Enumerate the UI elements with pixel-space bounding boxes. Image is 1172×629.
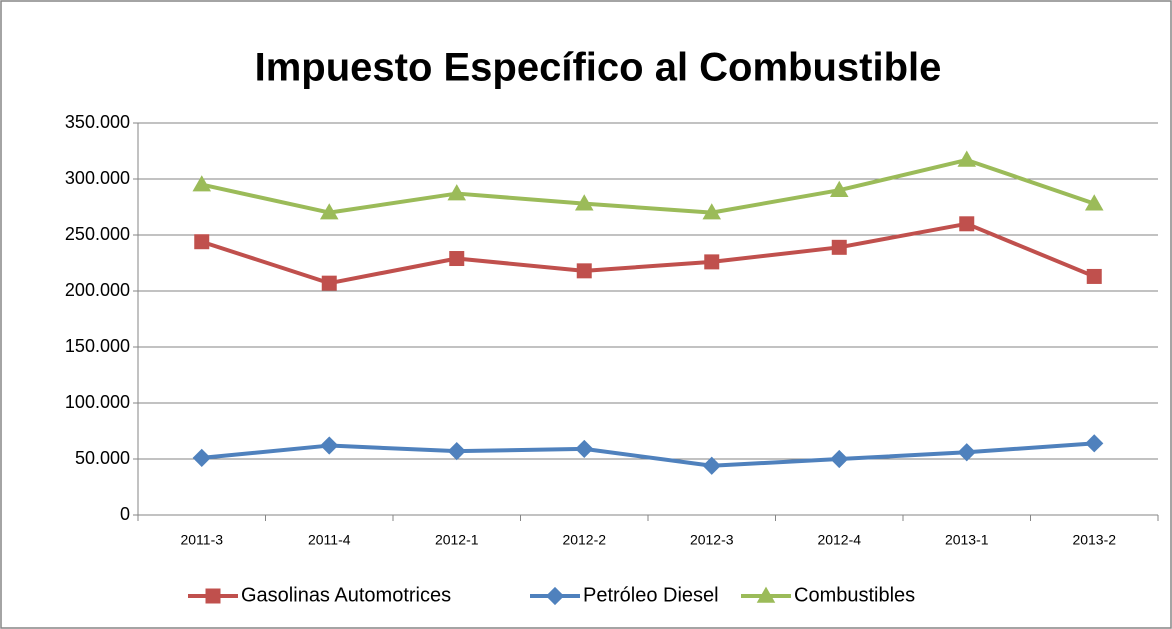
marker [704,254,720,270]
marker [831,239,847,255]
y-tick-label: 200.000 [65,280,130,300]
marker [449,251,465,267]
marker [756,586,776,603]
marker [575,439,594,459]
x-tick-label: 2013-1 [945,532,989,548]
x-tick-label: 2012-3 [690,532,734,548]
legend-label: Gasolinas Automotrices [241,584,451,606]
x-tick-label: 2012-1 [435,532,479,548]
x-tick-label: 2011-3 [180,532,223,548]
chart-title: Impuesto Específico al Combustible [255,46,942,90]
marker [957,150,977,167]
y-tick-label: 100.000 [65,392,130,412]
x-tick-label: 2011-4 [308,532,351,548]
marker [447,184,467,201]
marker [1086,268,1102,284]
marker [545,586,565,606]
x-tick-label: 2013-2 [1072,532,1116,548]
x-tick-label: 2012-2 [562,532,606,548]
marker [957,443,976,462]
legend-label: Petróleo Diesel [583,584,719,606]
y-tick-label: 150.000 [65,336,130,356]
marker [194,234,210,250]
y-tick-label: 350.000 [65,112,130,132]
marker [192,448,211,467]
marker [830,449,849,469]
series-line [201,157,1095,215]
legend-label: Combustibles [794,584,915,606]
marker [319,203,339,220]
marker [576,263,592,279]
y-tick-label: 300.000 [65,168,130,188]
marker [702,456,721,475]
y-tick-label: 50.000 [75,448,130,468]
marker [192,175,212,192]
marker [959,216,975,232]
marker [205,588,221,604]
marker [447,442,466,461]
marker [574,194,594,211]
marker [829,180,849,197]
series-line [201,221,1096,286]
marker [1085,434,1104,453]
series-line [201,441,1095,468]
x-tick-label: 2012-4 [817,532,861,548]
marker [320,436,339,455]
y-tick-label: 250.000 [65,224,130,244]
marker [1084,194,1104,211]
marker [702,203,722,220]
marker [321,275,337,291]
y-tick-label: 0 [120,504,130,524]
